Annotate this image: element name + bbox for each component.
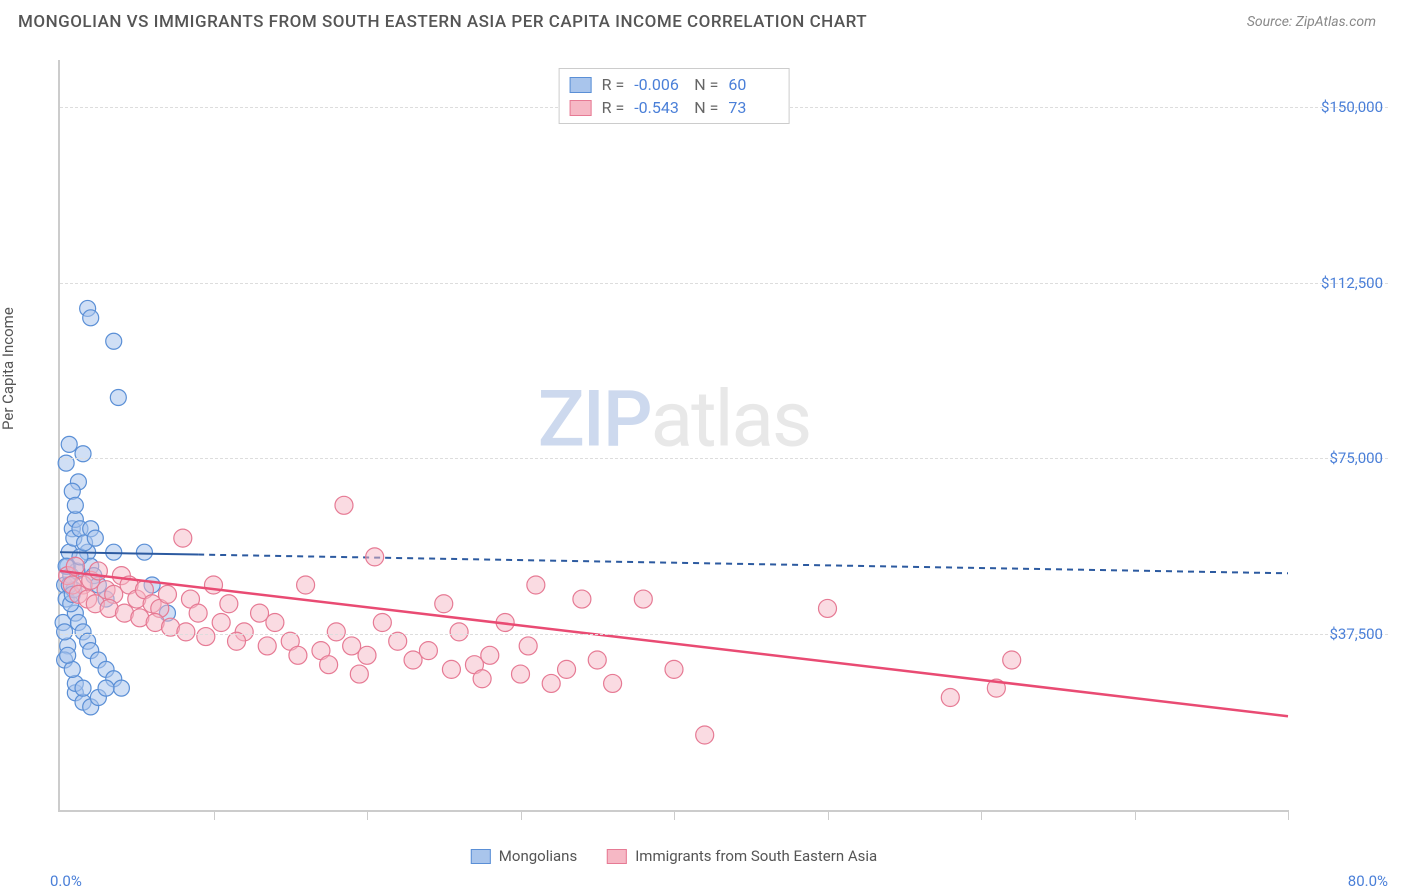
x-axis-max-label: 80.0% [1348, 872, 1388, 890]
scatter-point [350, 665, 368, 683]
scatter-point [419, 642, 437, 660]
y-tick-label: $112,500 [1321, 274, 1383, 292]
y-tick-label: $75,000 [1329, 449, 1383, 467]
legend-item-mongolians: Mongolians [471, 847, 577, 865]
n-label: N = [694, 75, 718, 94]
scatter-point [442, 660, 460, 678]
swatch-icon [570, 77, 592, 93]
scatter-point [220, 595, 238, 613]
legend-label: Mongolians [499, 847, 577, 865]
n-value: 60 [728, 75, 778, 94]
scatter-point [588, 651, 606, 669]
scatter-point [83, 310, 99, 326]
x-tick [828, 810, 829, 820]
y-tick-label: $37,500 [1329, 625, 1383, 643]
scatter-point [634, 590, 652, 608]
scatter-point [197, 628, 215, 646]
x-tick [981, 810, 982, 820]
scatter-point [212, 614, 230, 632]
y-axis-label: Per Capita Income [0, 307, 17, 430]
scatter-point [289, 646, 307, 664]
scatter-point [136, 544, 152, 560]
scatter-point [481, 646, 499, 664]
legend-item-immigrants: Immigrants from South Eastern Asia [607, 847, 877, 865]
scatter-point [941, 689, 959, 707]
gridline [60, 283, 1388, 284]
n-label: N = [694, 98, 718, 117]
stats-legend-row-mongolians: R = -0.006 N = 60 [570, 73, 779, 96]
scatter-point [373, 614, 391, 632]
x-axis-min-label: 0.0% [50, 872, 82, 890]
scatter-point [1003, 651, 1021, 669]
swatch-icon [607, 849, 627, 864]
gridline [60, 458, 1388, 459]
scatter-point [542, 674, 560, 692]
y-tick-label: $150,000 [1321, 98, 1383, 116]
scatter-point [527, 576, 545, 594]
scatter-point [98, 680, 114, 696]
scatter-point [696, 726, 714, 744]
scatter-point [665, 660, 683, 678]
r-value: -0.543 [634, 98, 684, 117]
x-tick [521, 810, 522, 820]
x-tick [674, 810, 675, 820]
scatter-point [573, 590, 591, 608]
r-label: R = [602, 75, 625, 94]
scatter-point [819, 599, 837, 617]
scatter-point [64, 483, 80, 499]
scatter-point [327, 623, 345, 641]
scatter-point [75, 680, 91, 696]
scatter-point [113, 680, 129, 696]
scatter-point [61, 436, 77, 452]
plot-area: ZIPatlas R = -0.006 N = 60 R = -0.543 N … [58, 60, 1288, 812]
scatter-point [335, 496, 353, 514]
scatter-point [473, 670, 491, 688]
swatch-icon [471, 849, 491, 864]
r-label: R = [602, 98, 625, 117]
scatter-point [60, 647, 76, 663]
scatter-point [258, 637, 276, 655]
scatter-point [177, 623, 195, 641]
swatch-icon [570, 100, 592, 116]
plot-svg [60, 60, 1288, 810]
scatter-point [320, 656, 338, 674]
chart-container: Per Capita Income ZIPatlas R = -0.006 N … [18, 50, 1388, 872]
scatter-point [158, 585, 176, 603]
scatter-point [358, 646, 376, 664]
trend-line-dashed [198, 555, 1288, 574]
scatter-point [519, 637, 537, 655]
series-legend: Mongolians Immigrants from South Eastern… [471, 847, 877, 865]
scatter-point [435, 595, 453, 613]
scatter-point [57, 624, 73, 640]
n-value: 73 [728, 98, 778, 117]
scatter-point [67, 497, 83, 513]
scatter-point [512, 665, 530, 683]
scatter-point [604, 674, 622, 692]
scatter-point [366, 548, 384, 566]
scatter-point [297, 576, 315, 594]
chart-header: MONGOLIAN VS IMMIGRANTS FROM SOUTH EASTE… [0, 0, 1406, 40]
x-tick [1135, 810, 1136, 820]
chart-title: MONGOLIAN VS IMMIGRANTS FROM SOUTH EASTE… [18, 12, 867, 32]
scatter-point [558, 660, 576, 678]
gridline [60, 634, 1388, 635]
scatter-point [106, 333, 122, 349]
r-value: -0.006 [634, 75, 684, 94]
scatter-point [266, 614, 284, 632]
x-tick [367, 810, 368, 820]
x-tick [1288, 810, 1289, 820]
x-tick [214, 810, 215, 820]
scatter-point [110, 390, 126, 406]
scatter-point [205, 576, 223, 594]
scatter-point [87, 530, 103, 546]
scatter-point [174, 529, 192, 547]
source-label: Source: ZipAtlas.com [1247, 14, 1376, 30]
stats-legend: R = -0.006 N = 60 R = -0.543 N = 73 [559, 68, 790, 124]
scatter-point [189, 604, 207, 622]
legend-label: Immigrants from South Eastern Asia [635, 847, 877, 865]
scatter-point [450, 623, 468, 641]
stats-legend-row-immigrants: R = -0.543 N = 73 [570, 96, 779, 119]
